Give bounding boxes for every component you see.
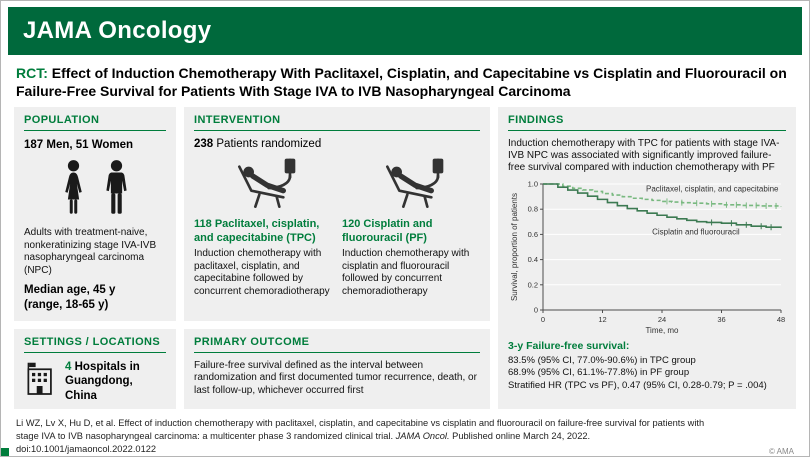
journal-title: JAMA Oncology bbox=[23, 17, 212, 44]
svg-text:1.0: 1.0 bbox=[528, 179, 538, 188]
arm-pf-name: Cisplatin and fluorouracil (PF) bbox=[342, 217, 433, 244]
population-heading: POPULATION bbox=[24, 114, 166, 131]
svg-text:0.8: 0.8 bbox=[528, 204, 538, 213]
arm-tpc-name: Paclitaxel, cisplatin, and capecitabine … bbox=[194, 217, 320, 244]
settings-panel: SETTINGS / LOCATIONS bbox=[14, 328, 176, 409]
citation-text: Li WZ, Lv X, Hu D, et al. Effect of indu… bbox=[16, 417, 705, 441]
middle-column: INTERVENTION 238 Patients randomized bbox=[184, 106, 490, 409]
population-description: Adults with treatment-naive, nonkeratini… bbox=[24, 227, 157, 276]
left-column: POPULATION 187 Men, 51 Women bbox=[14, 106, 176, 409]
citation: Li WZ, Lv X, Hu D, et al. Effect of indu… bbox=[16, 417, 728, 456]
result-tpc: 83.5% (95% CI, 77.0%-90.6%) in TPC group bbox=[508, 355, 696, 367]
km-survival-chart: 0 0.2 0.4 0.6 0.8 1.0 0 12 24 36 48 Time, mo Surviva… bbox=[510, 179, 785, 335]
svg-text:0.4: 0.4 bbox=[528, 255, 538, 264]
settings-text: 4 Hospitals in Guangdong, China bbox=[65, 360, 166, 403]
svg-text:12: 12 bbox=[598, 315, 606, 324]
randomized-count: 238 bbox=[194, 137, 214, 150]
settings-heading: SETTINGS / LOCATIONS bbox=[24, 336, 166, 353]
results-heading: 3-y Failure-free survival: bbox=[508, 339, 630, 352]
abstract-title-text: Effect of Induction Chemotherapy With Pa… bbox=[16, 65, 787, 100]
svg-text:0.6: 0.6 bbox=[528, 229, 538, 238]
median-age: Median age, 45 y bbox=[24, 284, 116, 297]
result-hazard-ratio: Stratified HR (TPC vs PF), 0.47 (95% CI,… bbox=[508, 379, 767, 391]
intervention-heading: INTERVENTION bbox=[194, 114, 480, 131]
brand-corner-mark bbox=[1, 448, 9, 456]
primary-outcome-heading: PRIMARY OUTCOME bbox=[194, 336, 480, 353]
content-grid: POPULATION 187 Men, 51 Women bbox=[8, 106, 802, 409]
footer: Li WZ, Lv X, Hu D, et al. Effect of indu… bbox=[8, 409, 802, 459]
findings-results: 3-y Failure-free survival: 83.5% (95% CI… bbox=[508, 340, 786, 393]
population-figures bbox=[24, 159, 166, 219]
findings-panel: FINDINGS Induction chemotherapy with TPC… bbox=[498, 106, 796, 409]
arm-tpc: 118 Paclitaxel, cisplatin, and capecitab… bbox=[194, 154, 332, 299]
woman-icon bbox=[65, 160, 82, 215]
arm-pf: 120 Cisplatin and fluorouracil (PF) Indu… bbox=[342, 154, 480, 299]
age-range: (range, 18-65 y) bbox=[24, 298, 109, 311]
study-type-tag: RCT: bbox=[16, 65, 48, 81]
findings-heading: FINDINGS bbox=[508, 114, 786, 131]
arm-tpc-description: Induction chemotherapy with paclitaxel, … bbox=[194, 248, 330, 297]
svg-text:0: 0 bbox=[541, 315, 545, 324]
settings-content: 4 Hospitals in Guangdong, China bbox=[24, 360, 166, 403]
primary-outcome-text: Failure-free survival defined as the int… bbox=[194, 359, 477, 396]
population-counts: 187 Men, 51 Women bbox=[24, 138, 134, 151]
findings-summary: Induction chemotherapy with TPC for pati… bbox=[508, 137, 780, 174]
man-icon bbox=[106, 160, 127, 215]
result-pf: 68.9% (95% CI, 61.1%-77.8%) in PF group bbox=[508, 367, 690, 379]
svg-text:0: 0 bbox=[534, 305, 538, 314]
hospital-count: 4 bbox=[65, 360, 72, 373]
arm-pf-count: 120 bbox=[342, 217, 361, 230]
arm-pf-title: 120 Cisplatin and fluorouracil (PF) bbox=[342, 218, 480, 246]
population-panel: POPULATION 187 Men, 51 Women bbox=[14, 106, 176, 321]
primary-outcome-panel: PRIMARY OUTCOME Failure-free survival de… bbox=[184, 328, 490, 409]
intervention-panel: INTERVENTION 238 Patients randomized bbox=[184, 106, 490, 321]
arm-tpc-count: 118 bbox=[194, 217, 212, 230]
infusion-chair-icon bbox=[386, 158, 444, 208]
journal-masthead: JAMA Oncology bbox=[8, 7, 802, 55]
abstract-title: RCT: Effect of Induction Chemotherapy Wi… bbox=[8, 55, 802, 107]
svg-text:Paclitaxel, cisplatin, and cap: Paclitaxel, cisplatin, and capecitabine bbox=[646, 184, 779, 193]
citation-journal: JAMA Oncol. bbox=[395, 430, 450, 441]
svg-text:36: 36 bbox=[717, 315, 725, 324]
svg-text:0.2: 0.2 bbox=[528, 280, 538, 289]
svg-text:Time, mo: Time, mo bbox=[645, 326, 679, 335]
hospital-icon bbox=[27, 362, 52, 395]
arm-pf-description: Induction chemotherapy with cisplatin an… bbox=[342, 248, 470, 297]
arm-tpc-title: 118 Paclitaxel, cisplatin, and capecitab… bbox=[194, 218, 332, 246]
infusion-chair-icon bbox=[238, 158, 296, 208]
copyright-notice: © AMA bbox=[768, 446, 794, 456]
randomized-label: Patients randomized bbox=[216, 137, 322, 150]
randomized-line: 238 Patients randomized bbox=[194, 138, 480, 150]
citation-doi: Published online March 24, 2022. doi:10.… bbox=[16, 430, 591, 454]
svg-text:Cisplatin and fluorouracil: Cisplatin and fluorouracil bbox=[652, 227, 740, 236]
trial-arms: 118 Paclitaxel, cisplatin, and capecitab… bbox=[194, 154, 480, 299]
svg-text:48: 48 bbox=[777, 315, 785, 324]
right-column: FINDINGS Induction chemotherapy with TPC… bbox=[498, 106, 796, 409]
settings-location: Hospitals in Guangdong, China bbox=[65, 360, 140, 402]
svg-text:Survival, proportion of patien: Survival, proportion of patients bbox=[510, 192, 519, 300]
svg-text:24: 24 bbox=[658, 315, 666, 324]
